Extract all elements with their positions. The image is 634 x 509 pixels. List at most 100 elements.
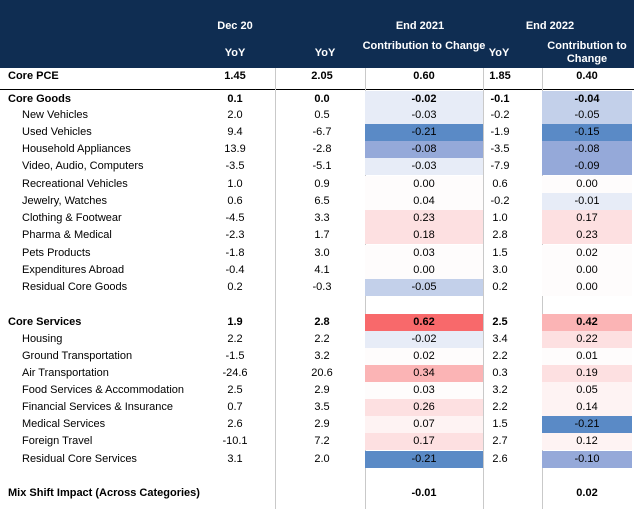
- cell-c22: 0.00: [576, 178, 598, 190]
- header-yoy-dec20: YoY: [224, 47, 246, 59]
- heat-cell-2022: [542, 451, 632, 468]
- cell-y21: [292, 485, 352, 502]
- heat-cell-2022: [542, 210, 632, 227]
- heat-cell-2021: [365, 193, 483, 210]
- table-row: Jewelry, Watches 0.6 6.5 0.04 -0.2 -0.01: [0, 193, 634, 210]
- cell-y21: 0.5: [314, 109, 330, 121]
- row-label: Video, Audio, Computers: [22, 160, 144, 172]
- header-yoy-2021: YoY: [314, 47, 336, 59]
- cell-dec20: 0.2: [227, 281, 243, 293]
- cell-dec20: 0.1: [227, 93, 243, 105]
- cell-dec20: 2.6: [227, 418, 243, 430]
- cell-dec20: -0.4: [225, 264, 245, 276]
- cell-y21: 3.2: [314, 350, 330, 362]
- cell-c21: 0.34: [413, 367, 435, 379]
- heat-cell-2021: [365, 158, 483, 175]
- cell-y21: 0.9: [314, 178, 330, 190]
- row-label: Core Goods: [8, 93, 71, 105]
- cell-c21: 0.23: [413, 212, 435, 224]
- table-row: Residual Core Services 3.1 2.0 -0.21 2.6 -0.1…: [0, 451, 634, 468]
- cell-dec20: 13.9: [224, 143, 246, 155]
- cell-y22: -0.2: [490, 195, 510, 207]
- table-row: Ground Transportation -1.5 3.2 0.02 2.2 0.01: [0, 348, 634, 365]
- table-row: Financial Services & Insurance 0.7 3.5 0.26…: [0, 399, 634, 416]
- core-pce-divider: [0, 89, 634, 90]
- cell-y22: -0.2: [490, 109, 510, 121]
- cell-y22: 2.5: [492, 316, 508, 328]
- heat-cell-2021: [365, 365, 483, 382]
- cell-y22: 1.5: [492, 247, 508, 259]
- cell-c22: -0.09: [574, 160, 600, 172]
- row-label: Expenditures Abroad: [22, 264, 125, 276]
- heat-cell-2021: [365, 348, 483, 365]
- cell-y22: 0.2: [492, 281, 508, 293]
- cell-y22: 1.85: [489, 70, 511, 82]
- heat-cell-2021: [365, 262, 483, 279]
- cell-c22: 0.00: [576, 264, 598, 276]
- heat-cell-2021: [365, 451, 483, 468]
- table-row: Core Services 1.9 2.8 0.62 2.5 0.42: [0, 314, 634, 331]
- cell-dec20: 0.6: [227, 195, 243, 207]
- cell-y21: 2.9: [314, 384, 330, 396]
- cell-c22: -0.21: [574, 418, 600, 430]
- cell-y22: 1.5: [492, 418, 508, 430]
- row-label: Food Services & Accommodation: [22, 384, 185, 396]
- cell-y21: 3.0: [314, 247, 330, 259]
- cell-y21: 2.2: [314, 333, 330, 345]
- cell-y22: 3.2: [492, 384, 508, 396]
- heat-cell-2021: [365, 314, 483, 331]
- cell-y21: 2.8: [314, 316, 330, 328]
- header-end2021: End 2021: [395, 20, 445, 32]
- heat-cell-2021: [365, 279, 483, 296]
- table-row: Clothing & Footwear -4.5 3.3 0.23 1.0 0.17: [0, 210, 634, 227]
- heat-cell-2022: [542, 365, 632, 382]
- cell-c22: 0.05: [576, 384, 598, 396]
- table-row: Food Services & Accommodation 2.5 2.9 0.03 3…: [0, 382, 634, 399]
- cell-y22: 2.7: [492, 435, 508, 447]
- cell-y22: 2.2: [492, 401, 508, 413]
- table-row: Foreign Travel -10.1 7.2 0.17 2.7 0.12: [0, 433, 634, 450]
- heat-cell-2022: [542, 331, 632, 348]
- row-label: Pets Products: [22, 247, 91, 259]
- table-row: Recreational Vehicles 1.0 0.9 0.00 0.6 0.00: [0, 176, 634, 193]
- cell-c22: 0.19: [576, 367, 598, 379]
- cell-y22: -3.5: [490, 143, 510, 155]
- cell-y22: 2.6: [492, 453, 508, 465]
- table-header: Dec 20 End 2021 End 2022 YoY YoY Contrib…: [0, 0, 634, 68]
- cell-y21: 3.5: [314, 401, 330, 413]
- heat-cell-2022: [542, 227, 632, 244]
- cell-c21: 0.17: [413, 435, 435, 447]
- row-label: Used Vehicles: [22, 126, 92, 138]
- row-label: Ground Transportation: [22, 350, 133, 362]
- row-label: Financial Services & Insurance: [22, 401, 174, 413]
- row-label: Mix Shift Impact (Across Categories): [8, 487, 200, 499]
- row-label: Core Services: [8, 316, 82, 328]
- heat-cell-2022: [542, 399, 632, 416]
- cell-c21: 0.03: [413, 384, 435, 396]
- column-separator: [483, 68, 484, 509]
- table-row: Housing 2.2 2.2 -0.02 3.4 0.22: [0, 331, 634, 348]
- table-row: Mix Shift Impact (Across Categories) -0.0…: [0, 485, 634, 502]
- cell-dec20: 3.1: [227, 453, 243, 465]
- cell-dec20: -1.8: [225, 247, 245, 259]
- table-row: Air Transportation -24.6 20.6 0.34 0.3 0.19: [0, 365, 634, 382]
- heat-cell-2021: [365, 331, 483, 348]
- cell-c21: 0.26: [413, 401, 435, 413]
- cell-y21: 20.6: [311, 367, 333, 379]
- cell-y22: 3.0: [492, 264, 508, 276]
- row-label: Air Transportation: [22, 367, 109, 379]
- heat-cell-2022: [542, 382, 632, 399]
- cell-c22: -0.05: [574, 109, 600, 121]
- cell-dec20: 9.4: [227, 126, 243, 138]
- cell-c22: 0.02: [576, 247, 598, 259]
- cell-c22: -0.15: [574, 126, 600, 138]
- row-label: Recreational Vehicles: [22, 178, 128, 190]
- column-separator: [275, 68, 276, 509]
- cell-y22: 0.3: [492, 367, 508, 379]
- row-label: Clothing & Footwear: [22, 212, 122, 224]
- cell-dec20: 1.0: [227, 178, 243, 190]
- header-end2022: End 2022: [525, 20, 575, 32]
- row-label: Core PCE: [8, 70, 59, 82]
- cell-y21: 7.2: [314, 435, 330, 447]
- cell-c21: 0.18: [413, 229, 435, 241]
